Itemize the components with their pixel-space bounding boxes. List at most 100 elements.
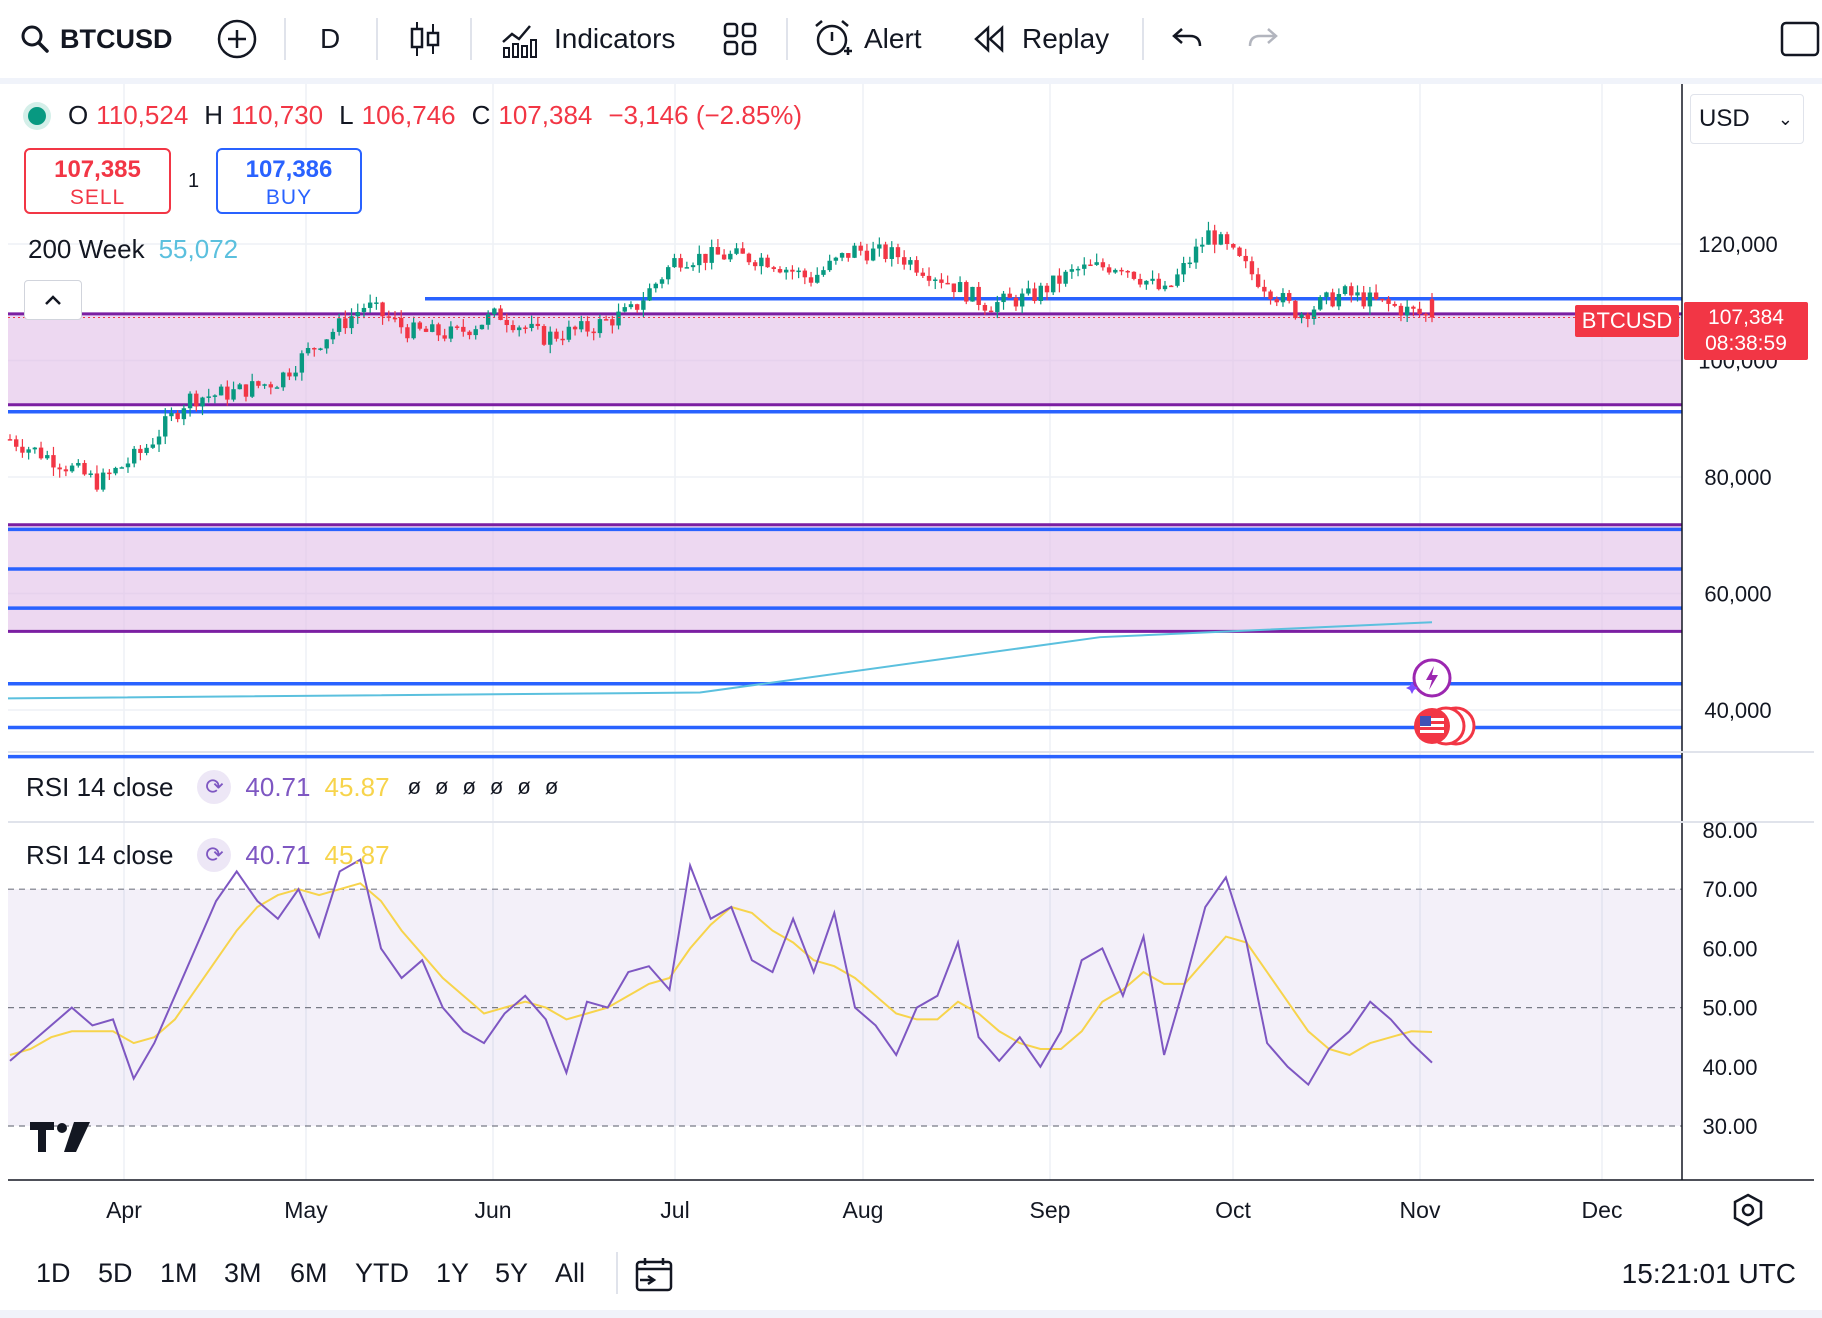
range-ytd[interactable]: YTD bbox=[355, 1258, 409, 1288]
tradingview-logo[interactable] bbox=[30, 1120, 92, 1159]
candle-body bbox=[131, 448, 137, 464]
rsi-pane bbox=[8, 858, 1682, 1127]
ohlc-legend: O 110,524 H 110,730 L 106,746 C 107,384 −3,1… bbox=[28, 100, 810, 131]
candle-body bbox=[281, 372, 286, 388]
candle-body bbox=[1218, 234, 1224, 245]
chart-settings-button[interactable] bbox=[1730, 1192, 1766, 1233]
toolbar-divider bbox=[1142, 18, 1144, 60]
candle-body bbox=[1237, 247, 1242, 256]
replay-button[interactable]: Replay bbox=[972, 14, 1109, 64]
candle-body bbox=[1038, 285, 1043, 301]
candle-body bbox=[237, 384, 242, 390]
candle-body bbox=[839, 253, 845, 258]
replay-label: Replay bbox=[1022, 23, 1110, 54]
chart-canvas[interactable]: Apr May Jun Jul Aug Sep Oct Nov Dec120,000100,00… bbox=[0, 0, 1822, 1232]
na-value: ø bbox=[462, 774, 476, 799]
event-badge-lightning[interactable] bbox=[1404, 656, 1452, 705]
candle-body bbox=[1088, 264, 1093, 267]
range-1m[interactable]: 1M bbox=[160, 1258, 198, 1288]
high-label: H bbox=[204, 100, 224, 130]
candle-body bbox=[771, 267, 776, 270]
candle-body bbox=[194, 393, 199, 407]
utc-clock[interactable]: 15:21:01 UTC bbox=[1621, 1258, 1796, 1289]
sell-label: SELL bbox=[69, 186, 126, 209]
alarm-clock-icon bbox=[815, 20, 852, 56]
price-axis-label: 60,000 bbox=[1704, 582, 1771, 607]
candle-body bbox=[951, 283, 957, 293]
candle-body bbox=[57, 467, 62, 470]
rsi-legend-pane[interactable]: RSI 14 close ⟳ 40.71 45.87 bbox=[26, 838, 408, 872]
candle-body bbox=[1013, 297, 1019, 307]
candle-body bbox=[982, 304, 988, 311]
range-5y[interactable]: 5Y bbox=[495, 1258, 529, 1288]
candle-body bbox=[1330, 292, 1335, 307]
fullscreen-button[interactable] bbox=[1780, 14, 1820, 64]
candle-body bbox=[690, 265, 696, 268]
range-1y[interactable]: 1Y bbox=[436, 1258, 470, 1288]
candle-body bbox=[293, 372, 298, 377]
alert-label: Alert bbox=[864, 23, 922, 54]
candle-body bbox=[815, 274, 820, 283]
candle-body bbox=[1051, 275, 1056, 293]
rsi-legend-collapsed[interactable]: RSI 14 close ⟳ 40.71 45.87 ø ø ø ø ø ø bbox=[26, 770, 572, 804]
price-axis-label: 120,000 bbox=[1698, 232, 1778, 257]
indicators-button[interactable]: Indicators bbox=[500, 14, 675, 64]
candle-body bbox=[231, 389, 236, 400]
range-6m[interactable]: 6M bbox=[290, 1258, 328, 1288]
candle-body bbox=[274, 387, 280, 389]
symbol-search-button[interactable]: BTCUSD bbox=[20, 14, 173, 64]
chart-type-button[interactable] bbox=[408, 14, 442, 64]
ma200-polyline bbox=[7, 621, 1433, 700]
candle-body bbox=[430, 324, 435, 332]
candle-body bbox=[181, 408, 187, 420]
candle-body bbox=[920, 272, 926, 276]
time-axis-label: Apr bbox=[106, 1197, 142, 1223]
zones bbox=[8, 312, 1682, 633]
redo-button[interactable] bbox=[1246, 14, 1280, 64]
candle-body bbox=[249, 381, 255, 397]
currency-select[interactable]: USD ⌄ bbox=[1690, 94, 1804, 144]
candle-body bbox=[1200, 244, 1205, 247]
close-value: 107,384 bbox=[498, 100, 593, 130]
candle-body bbox=[1082, 264, 1087, 269]
candle-body bbox=[1162, 285, 1168, 290]
collapse-legend-button[interactable] bbox=[24, 280, 82, 320]
compare-symbol-button[interactable] bbox=[216, 14, 258, 64]
candle-body bbox=[566, 326, 572, 340]
redo-icon bbox=[1248, 28, 1278, 47]
buy-button[interactable]: 107,386 BUY bbox=[216, 148, 362, 214]
interval-button[interactable]: D bbox=[320, 14, 340, 64]
range-all[interactable]: All bbox=[555, 1258, 586, 1288]
ma-legend[interactable]: 200 Week 55,072 bbox=[28, 234, 238, 265]
candle-body bbox=[560, 338, 565, 341]
range-1d[interactable]: 1D bbox=[36, 1258, 71, 1288]
sync-icon: ⟳ bbox=[197, 770, 232, 804]
sell-button[interactable]: 107,385 SELL bbox=[24, 148, 171, 214]
candle-body bbox=[554, 331, 559, 339]
bottom-border bbox=[0, 1310, 1822, 1318]
time-axis-label: Jul bbox=[660, 1197, 689, 1223]
candle-body bbox=[330, 331, 336, 340]
candle-body bbox=[610, 319, 615, 326]
candle-body bbox=[138, 448, 143, 453]
horizontal-levels bbox=[8, 297, 1682, 759]
candle-body bbox=[740, 248, 745, 254]
candle-body bbox=[1094, 262, 1099, 265]
candle-body bbox=[324, 339, 329, 349]
alert-button[interactable]: Alert bbox=[812, 14, 922, 64]
go-to-date-button[interactable] bbox=[634, 1256, 674, 1299]
candle-body bbox=[945, 282, 950, 285]
range-5d[interactable]: 5D bbox=[98, 1258, 133, 1288]
event-badge-us-economic[interactable] bbox=[1408, 704, 1480, 753]
low-value: 106,746 bbox=[361, 100, 456, 130]
candle-body bbox=[100, 472, 106, 490]
range-3m[interactable]: 3M bbox=[224, 1258, 262, 1288]
candle-body bbox=[318, 348, 323, 350]
candle-body bbox=[1181, 263, 1186, 275]
interval-label: D bbox=[320, 23, 341, 54]
candle-body bbox=[1274, 299, 1279, 303]
layouts-button[interactable] bbox=[722, 14, 758, 64]
undo-button[interactable] bbox=[1170, 14, 1204, 64]
candle-body bbox=[988, 310, 994, 313]
fullscreen-icon bbox=[1780, 21, 1820, 57]
